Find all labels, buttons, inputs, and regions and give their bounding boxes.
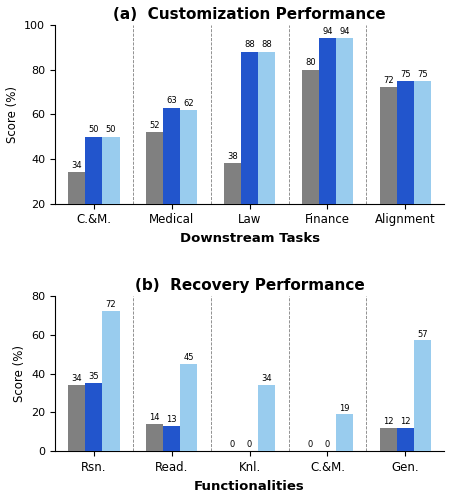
X-axis label: Functionalities: Functionalities <box>194 480 305 493</box>
Text: 45: 45 <box>184 353 194 362</box>
Title: (a)  Customization Performance: (a) Customization Performance <box>113 7 386 22</box>
Bar <box>163 426 180 451</box>
Bar <box>85 383 103 451</box>
Bar <box>180 110 197 248</box>
Bar <box>103 311 120 451</box>
Text: 0: 0 <box>308 440 313 449</box>
Text: 12: 12 <box>383 417 393 426</box>
Text: 75: 75 <box>400 69 411 78</box>
Text: 19: 19 <box>339 404 350 413</box>
Text: 34: 34 <box>262 374 272 383</box>
Bar <box>336 38 353 248</box>
Text: 63: 63 <box>166 96 177 106</box>
Text: 13: 13 <box>166 415 177 424</box>
Text: 72: 72 <box>106 301 116 310</box>
Text: 80: 80 <box>305 59 316 67</box>
Bar <box>380 87 397 248</box>
Bar <box>163 108 180 248</box>
Text: 88: 88 <box>262 41 272 50</box>
Text: 0: 0 <box>247 440 252 449</box>
Bar <box>397 81 414 248</box>
Bar <box>414 340 431 451</box>
Text: 0: 0 <box>325 440 330 449</box>
Bar <box>302 69 319 248</box>
Text: 0: 0 <box>230 440 235 449</box>
Text: 72: 72 <box>383 76 393 85</box>
Text: 50: 50 <box>106 125 116 134</box>
Text: 35: 35 <box>88 372 99 381</box>
Text: 94: 94 <box>322 27 333 36</box>
Y-axis label: Score (%): Score (%) <box>5 86 19 143</box>
Text: 38: 38 <box>227 152 238 161</box>
Bar <box>146 132 163 248</box>
Bar <box>224 164 241 248</box>
Bar <box>258 385 275 451</box>
Bar <box>319 38 336 248</box>
Bar <box>103 136 120 248</box>
Text: 12: 12 <box>400 417 410 426</box>
Bar <box>180 364 197 451</box>
X-axis label: Downstream Tasks: Downstream Tasks <box>180 232 320 245</box>
Bar <box>258 52 275 248</box>
Text: 52: 52 <box>149 121 160 130</box>
Bar <box>146 424 163 451</box>
Bar <box>68 385 85 451</box>
Text: 34: 34 <box>71 161 82 170</box>
Text: 14: 14 <box>149 413 160 422</box>
Text: 75: 75 <box>417 69 428 78</box>
Bar <box>85 136 103 248</box>
Text: 57: 57 <box>417 330 428 339</box>
Bar <box>414 81 431 248</box>
Text: 88: 88 <box>244 41 255 50</box>
Text: 94: 94 <box>339 27 350 36</box>
Text: 50: 50 <box>89 125 99 134</box>
Text: 62: 62 <box>184 99 194 108</box>
Bar <box>336 414 353 451</box>
Bar <box>397 428 414 451</box>
Y-axis label: Score (%): Score (%) <box>12 345 26 402</box>
Bar <box>380 428 397 451</box>
Bar <box>241 52 258 248</box>
Bar <box>68 173 85 248</box>
Text: 34: 34 <box>71 374 82 383</box>
Title: (b)  Recovery Performance: (b) Recovery Performance <box>135 278 365 293</box>
